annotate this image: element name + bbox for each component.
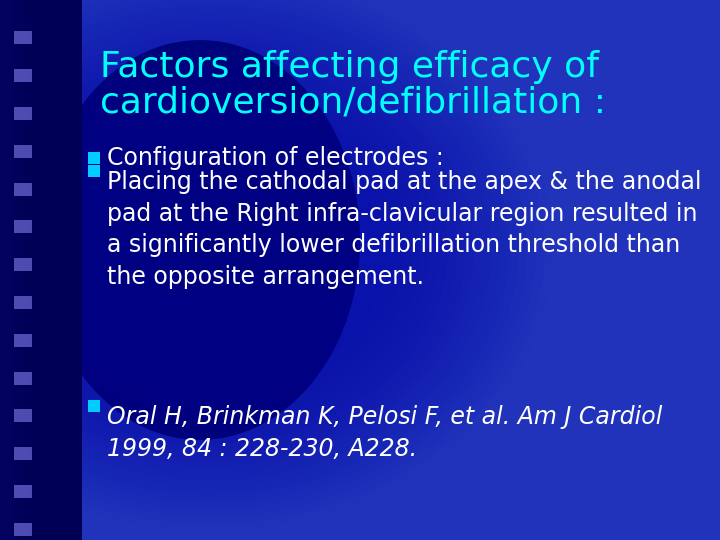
Text: cardioversion/defibrillation :: cardioversion/defibrillation : (100, 85, 606, 119)
Bar (0, 0, 3, 540)
Bar (14, 69, 32, 82)
Bar (14, 372, 32, 384)
Ellipse shape (40, 40, 360, 440)
Text: Placing the cathodal pad at the apex & the anodal
pad at the Right infra-clavicu: Placing the cathodal pad at the apex & t… (107, 170, 701, 289)
Bar (14, 183, 32, 195)
Bar (27, 0, 30, 540)
Bar (14, 220, 32, 233)
Bar (14, 107, 32, 120)
Bar (3, 0, 6, 540)
Bar (14, 296, 32, 309)
Bar (21, 0, 24, 540)
Bar (14, 523, 32, 536)
Bar (14, 145, 32, 158)
Bar (24, 0, 27, 540)
Bar (12, 0, 15, 540)
Bar (14, 258, 32, 271)
Bar (14, 409, 32, 422)
Bar (88, 400, 100, 412)
Bar (14, 485, 32, 498)
Bar (9, 0, 12, 540)
Bar (14, 334, 32, 347)
Bar (88, 152, 100, 164)
Bar (14, 31, 32, 44)
Bar (18, 0, 21, 540)
Text: Configuration of electrodes :: Configuration of electrodes : (107, 146, 444, 170)
Bar (88, 165, 100, 177)
Text: Oral H, Brinkman K, Pelosi F, et al. Am J Cardiol
1999, 84 : 228-230, A228.: Oral H, Brinkman K, Pelosi F, et al. Am … (107, 405, 662, 461)
Bar (14, 447, 32, 460)
Bar (0, 0, 82, 540)
Bar (6, 0, 9, 540)
Text: Factors affecting efficacy of: Factors affecting efficacy of (100, 50, 599, 84)
Bar (15, 0, 18, 540)
